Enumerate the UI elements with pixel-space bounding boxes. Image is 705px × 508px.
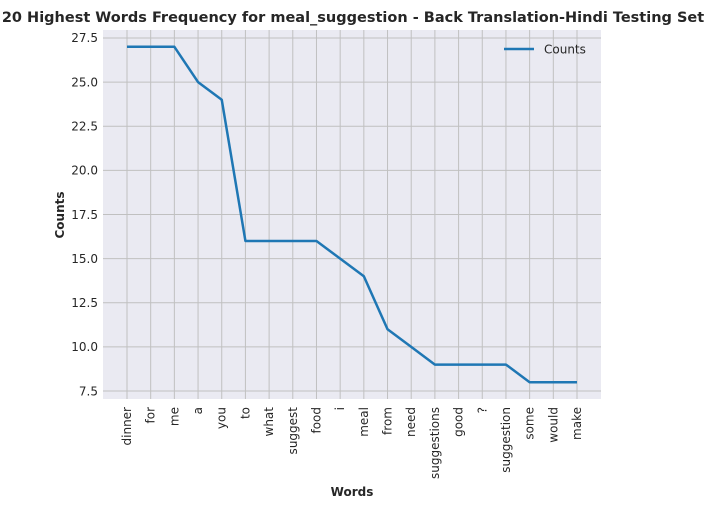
series-line-counts bbox=[127, 45, 577, 384]
y-tick-label: 20.0 bbox=[71, 164, 98, 178]
x-tick-label: me bbox=[167, 407, 181, 426]
y-tick-label: 12.5 bbox=[71, 296, 98, 310]
x-tick-label: good bbox=[452, 407, 466, 437]
x-tick-label: ? bbox=[475, 407, 489, 413]
x-tick-label: what bbox=[262, 407, 276, 437]
y-tick-label: 27.5 bbox=[71, 31, 98, 45]
series-layer bbox=[127, 45, 577, 384]
x-tick-label: make bbox=[570, 407, 584, 440]
y-tick-label: 7.5 bbox=[79, 384, 98, 398]
x-tick-label: dinner bbox=[120, 407, 134, 446]
x-tick-label: suggest bbox=[286, 407, 300, 455]
x-tick-label: would bbox=[546, 407, 560, 443]
x-tick-label: i bbox=[333, 407, 347, 410]
x-tick-label: to bbox=[238, 407, 252, 419]
x-tick-label: you bbox=[215, 407, 229, 429]
x-tick-label: suggestions bbox=[428, 407, 442, 479]
y-tick-label: 17.5 bbox=[71, 208, 98, 222]
y-tick-label: 25.0 bbox=[71, 75, 98, 89]
x-tick-label: from bbox=[381, 407, 395, 435]
legend: Counts bbox=[504, 43, 586, 57]
y-tick-label: 15.0 bbox=[71, 252, 98, 266]
x-tick-label: for bbox=[144, 407, 158, 424]
y-tick-label: 22.5 bbox=[71, 120, 98, 134]
legend-label-counts: Counts bbox=[544, 43, 586, 57]
x-axis-label: Words bbox=[331, 485, 374, 499]
chart-title: 20 Highest Words Frequency for meal_sugg… bbox=[2, 10, 704, 26]
y-tick-labels: 7.5 10.0 12.5 15.0 17.5 20.0 22.5 25.0 27.5 bbox=[71, 31, 98, 398]
x-tick-labels: dinner for me a you to what suggest food i meal fro… bbox=[120, 407, 584, 479]
x-tick-label: some bbox=[523, 407, 537, 440]
x-tick-label: meal bbox=[357, 407, 371, 437]
y-gridlines bbox=[103, 37, 601, 392]
x-tick-label: food bbox=[309, 407, 323, 434]
x-tick-label: suggestion bbox=[499, 407, 513, 473]
y-tick-label: 10.0 bbox=[71, 340, 98, 354]
x-tick-label: a bbox=[191, 407, 205, 414]
x-tick-label: need bbox=[404, 407, 418, 437]
y-axis-label: Counts bbox=[53, 191, 67, 238]
